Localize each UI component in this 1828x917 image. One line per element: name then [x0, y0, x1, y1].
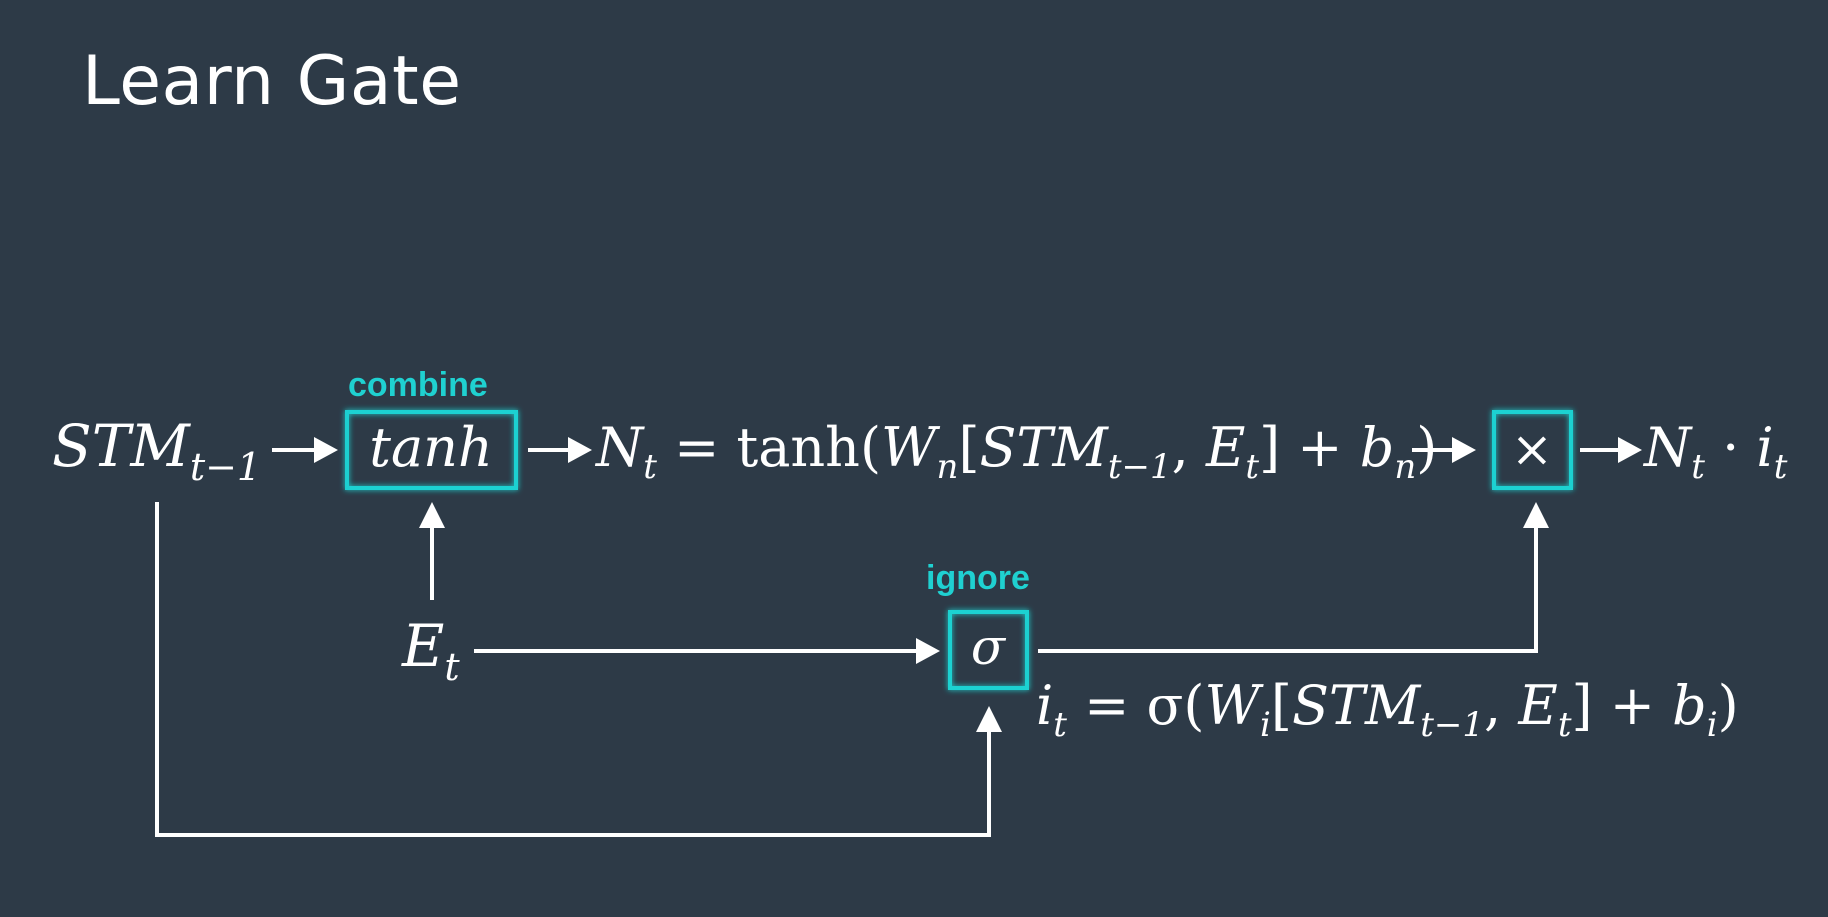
combine-label: combine: [348, 366, 488, 404]
nt-equation: Nt = tanh(Wn[STMt−1, Et] + bn): [594, 416, 1437, 487]
it-equation: it = σ(Wi[STMt−1, Et] + bi): [1036, 674, 1739, 745]
et-input: Et: [401, 612, 460, 689]
multiply-box: [1492, 410, 1573, 490]
arrow-nt-to-multiply: [1412, 437, 1476, 463]
arrow-tanh-to-nt: [528, 437, 592, 463]
tanh-box: [345, 410, 518, 490]
arrow-et-to-sigma: [474, 638, 940, 664]
tanh-text: tanh: [369, 416, 492, 479]
arrow-sigma-to-multiply: [1038, 502, 1549, 653]
ignore-label: ignore: [926, 559, 1030, 597]
sigma-text: σ: [971, 618, 1007, 676]
page-title: Learn Gate: [82, 42, 462, 121]
arrow-stm-to-sigma: [155, 502, 1002, 837]
arrow-stm-to-tanh: [272, 437, 338, 463]
stm-input: STMt−1: [52, 412, 261, 489]
multiply-icon: ×: [1511, 420, 1553, 478]
arrow-et-to-tanh: [419, 502, 445, 600]
arrow-multiply-to-output: [1580, 437, 1642, 463]
sigma-box: [948, 610, 1029, 690]
output-expression: Nt · it: [1642, 416, 1788, 487]
